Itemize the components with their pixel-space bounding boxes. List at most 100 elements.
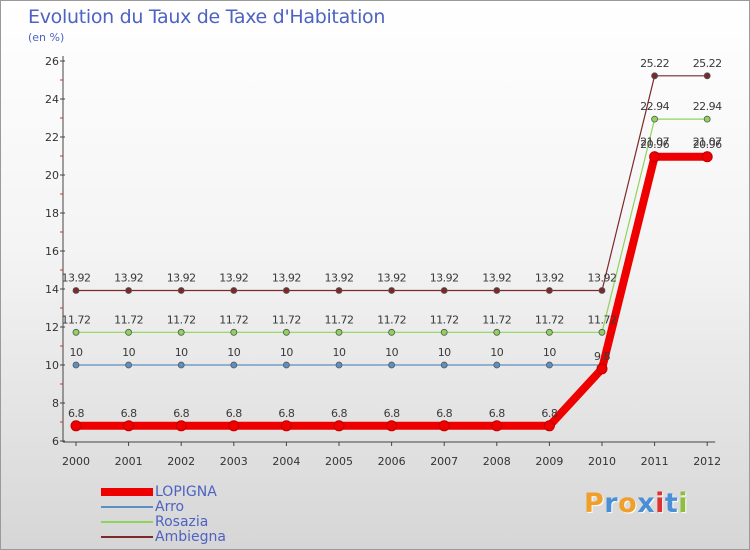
x-tick-label: 2010	[588, 455, 616, 468]
data-point-arro	[440, 361, 448, 369]
data-label-arro: 10	[70, 346, 83, 359]
proxiti-logo: Proxiti	[584, 488, 688, 519]
data-label-arro: 21.07	[640, 136, 669, 149]
data-point-ambiegna	[651, 72, 658, 80]
data-label-arro: 10	[385, 346, 398, 359]
data-point-ambiegna	[598, 287, 606, 294]
data-point-ambiegna	[125, 287, 132, 294]
x-tick-label: 2007	[430, 455, 458, 468]
legend-swatch	[101, 521, 153, 523]
data-label-arro: 10	[227, 346, 240, 359]
data-point-ambiegna	[703, 72, 711, 80]
data-point-ambiegna	[177, 287, 185, 294]
data-label-ambiegna: 13.92	[482, 272, 511, 285]
data-point-arro	[282, 361, 290, 369]
chart-unit-label: (en %)	[28, 31, 65, 44]
data-point-rosazia	[651, 115, 658, 123]
logo-letter: x	[637, 488, 656, 519]
data-label-lopigna: 6.8	[489, 407, 505, 420]
data-point-arro	[493, 361, 501, 369]
data-label-arro: 21.07	[693, 136, 722, 149]
data-label-ambiegna: 13.92	[167, 272, 196, 285]
data-label-lopigna: 6.8	[331, 407, 347, 420]
data-point-rosazia	[546, 328, 553, 336]
data-label-lopigna: 6.8	[436, 407, 452, 420]
data-point-lopigna	[438, 420, 450, 432]
data-label-ambiegna: 13.92	[272, 272, 301, 285]
data-label-lopigna: 9.8	[594, 350, 610, 363]
logo-letter: r	[604, 488, 619, 519]
logo-letter: P	[584, 488, 605, 519]
data-label-rosazia: 11.72	[114, 313, 143, 326]
x-tick-label: 2003	[220, 455, 248, 468]
logo-letter: i	[678, 488, 689, 519]
data-label-ambiegna: 13.92	[377, 272, 406, 285]
data-label-lopigna: 20.96	[640, 138, 669, 151]
data-point-lopigna	[228, 420, 240, 432]
logo-letter: i	[655, 488, 665, 519]
data-label-arro: 10	[333, 346, 346, 359]
data-point-lopigna	[386, 420, 398, 432]
data-label-arro: 10	[438, 346, 451, 359]
x-tick-label: 2009	[535, 455, 563, 468]
y-tick-label: 20	[45, 169, 59, 182]
logo-letter: o	[618, 488, 638, 519]
x-tick-label: 2006	[378, 455, 406, 468]
data-point-arro	[230, 361, 238, 369]
data-label-rosazia: 11.72	[325, 313, 354, 326]
data-point-rosazia	[388, 328, 396, 336]
data-label-rosazia: 11.72	[482, 313, 511, 326]
data-point-arro	[388, 361, 396, 369]
data-point-lopigna	[70, 420, 82, 432]
y-tick-label: 18	[45, 207, 59, 220]
data-point-rosazia	[125, 328, 132, 336]
data-point-lopigna	[280, 420, 292, 432]
y-tick-label: 26	[45, 55, 59, 68]
data-label-arro: 10	[280, 346, 293, 359]
data-label-rosazia: 22.94	[640, 100, 669, 113]
data-point-lopigna	[649, 151, 661, 163]
data-point-rosazia	[230, 328, 238, 336]
data-point-ambiegna	[388, 287, 396, 294]
data-label-lopigna: 6.8	[68, 407, 84, 420]
data-point-lopigna	[596, 363, 608, 375]
x-tick-label: 2002	[167, 455, 195, 468]
data-label-lopigna: 20.96	[693, 138, 722, 151]
data-point-arro	[125, 361, 132, 369]
data-point-lopigna	[491, 420, 503, 432]
data-label-rosazia: 22.94	[693, 100, 722, 113]
y-tick-label: 6	[52, 435, 59, 448]
data-label-rosazia: 11.72	[167, 313, 196, 326]
y-tick-label: 10	[45, 359, 59, 372]
y-tick-label: 16	[45, 245, 59, 258]
chart-title: Evolution du Taux de Taxe d'Habitation	[28, 6, 386, 28]
legend-label: LOPIGNA	[155, 484, 217, 500]
data-label-rosazia: 11.72	[535, 313, 564, 326]
data-label-ambiegna: 13.92	[114, 272, 143, 285]
legend-swatch	[101, 506, 153, 508]
data-point-ambiegna	[230, 287, 238, 294]
x-tick-label: 2012	[693, 455, 721, 468]
data-label-lopigna: 6.8	[278, 407, 294, 420]
legend-label: Arro	[155, 499, 185, 515]
data-label-arro: 10	[175, 346, 188, 359]
y-tick-label: 8	[52, 397, 59, 410]
data-label-lopigna: 6.8	[384, 407, 400, 420]
data-point-rosazia	[440, 328, 448, 336]
legend-swatch	[101, 536, 153, 538]
data-label-ambiegna: 13.92	[588, 272, 617, 285]
x-tick-label: 2011	[641, 455, 669, 468]
data-point-rosazia	[703, 115, 711, 123]
data-label-rosazia: 11.72	[377, 313, 406, 326]
data-label-arro: 10	[122, 346, 135, 359]
data-label-ambiegna: 25.22	[640, 57, 669, 70]
x-tick-label: 2008	[483, 455, 511, 468]
y-tick-label: 12	[45, 321, 59, 334]
data-point-lopigna	[543, 420, 555, 432]
data-label-rosazia: 11.72	[272, 313, 301, 326]
data-label-rosazia: 11.72	[430, 313, 459, 326]
x-tick-label: 2000	[62, 455, 90, 468]
data-label-lopigna: 6.8	[173, 407, 189, 420]
data-label-ambiegna: 13.92	[62, 272, 91, 285]
